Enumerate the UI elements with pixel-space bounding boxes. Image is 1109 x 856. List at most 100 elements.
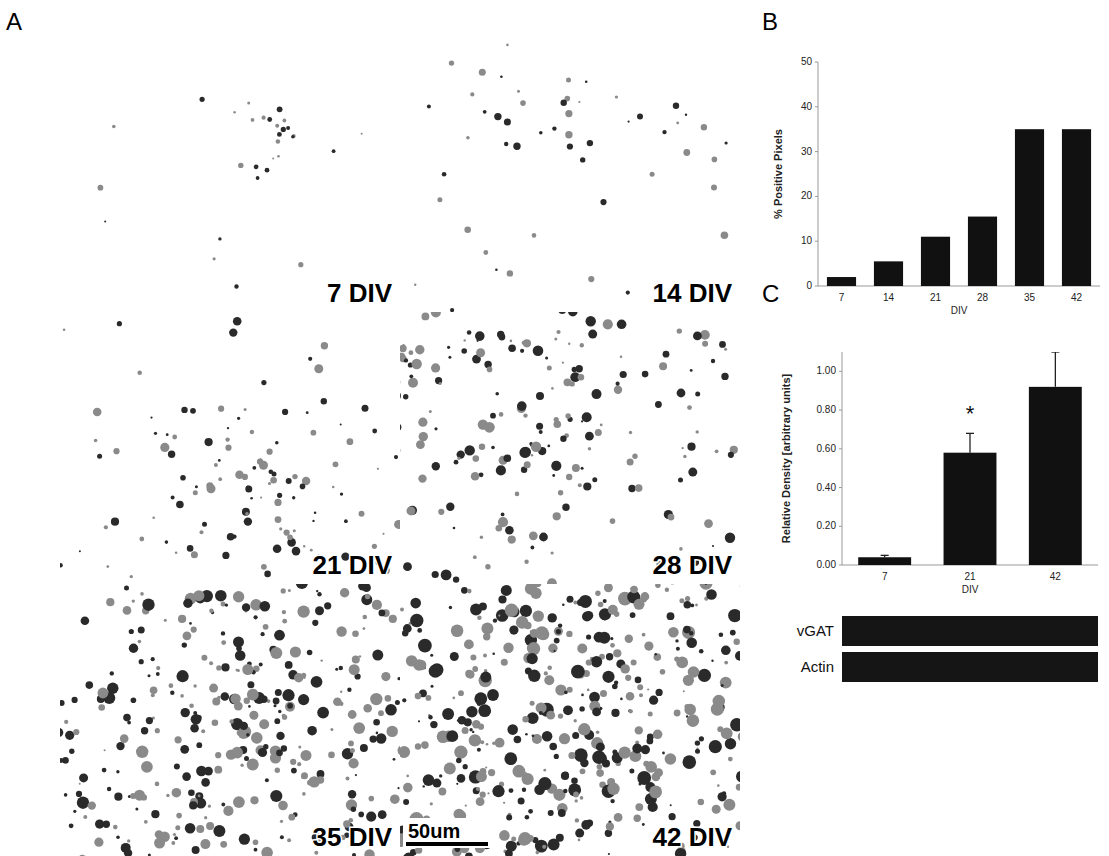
speckle [656,689,663,696]
speckle [676,657,688,669]
speckle [583,482,591,490]
speckle [588,447,591,450]
speckle [667,612,675,620]
speckle [669,813,676,820]
y-tick-label: 40 [801,101,813,112]
speckle [451,625,464,638]
speckle [567,143,573,149]
speckle [123,714,131,722]
speckle [263,624,269,630]
speckle [558,713,563,718]
speckle [655,584,660,588]
panel-letter: C [762,280,779,307]
speckle [212,719,219,726]
speckle [565,110,572,117]
speckle [188,789,195,796]
speckle [214,463,218,467]
speckle [427,105,431,109]
speckle [629,709,633,713]
speckle [332,149,336,153]
speckle [430,654,433,657]
speckle [98,704,105,711]
speckle [272,157,274,159]
speckle [307,650,313,656]
speckle [254,615,258,619]
blot-band [842,652,1098,682]
speckle [551,387,554,390]
speckle [473,787,480,794]
y-tick [839,565,842,566]
speckle [539,711,543,715]
speckle [467,589,472,594]
speckle [463,764,468,769]
speckle [150,417,152,419]
speckle [246,733,250,737]
speckle [563,705,573,715]
blot-label: Actin [801,658,834,675]
speckle [504,142,508,146]
speckle [351,807,356,812]
speckle [476,348,485,357]
speckle [168,451,175,458]
speckle [578,839,581,842]
speckle [269,470,274,475]
speckle [648,802,658,812]
speckle [668,514,675,521]
y-tick-label: 10 [801,235,813,246]
speckle [275,124,279,128]
x-axis-title: DIV [962,584,979,595]
speckle [155,782,160,787]
speckle [78,855,87,856]
speckle [185,823,196,834]
speckle [533,345,544,356]
speckle [711,660,713,662]
speckle [290,646,301,657]
speckle [466,136,470,140]
speckle [508,536,516,544]
speckle [347,688,351,692]
speckle [698,799,705,806]
y-tick [815,62,818,63]
speckle [397,787,399,789]
speckle [536,851,540,855]
speckle [552,474,555,477]
speckle [382,533,384,535]
speckle [415,345,424,354]
speckle [406,775,409,778]
speckle [60,728,63,737]
speckle [596,730,600,734]
x-tick-label: 7 [882,571,888,582]
speckle [215,590,227,602]
speckle [620,698,623,701]
speckle [129,629,134,634]
speckle [582,412,592,422]
speckle [613,649,621,657]
speckle [302,792,306,796]
speckle [189,622,192,625]
speckle [605,830,612,837]
speckle [124,586,129,591]
blot-band [842,616,1098,646]
speckle [298,694,309,705]
bar [1029,387,1082,565]
speckle [450,308,454,312]
speckle [728,609,740,622]
speckle [469,734,481,746]
speckle [602,671,614,683]
speckle [485,766,487,768]
speckle [292,474,297,479]
speckle [303,545,305,547]
speckle [567,596,574,603]
speckle [352,656,360,664]
speckle [472,666,478,672]
y-tick [839,526,842,527]
speckle [270,647,282,659]
speckle [578,723,590,735]
speckle [566,78,571,83]
speckle [291,768,297,774]
speckle [543,769,546,772]
speckle [547,445,550,448]
y-tick-label: 1.00 [817,365,837,376]
speckle [719,341,726,348]
speckle [577,644,587,654]
